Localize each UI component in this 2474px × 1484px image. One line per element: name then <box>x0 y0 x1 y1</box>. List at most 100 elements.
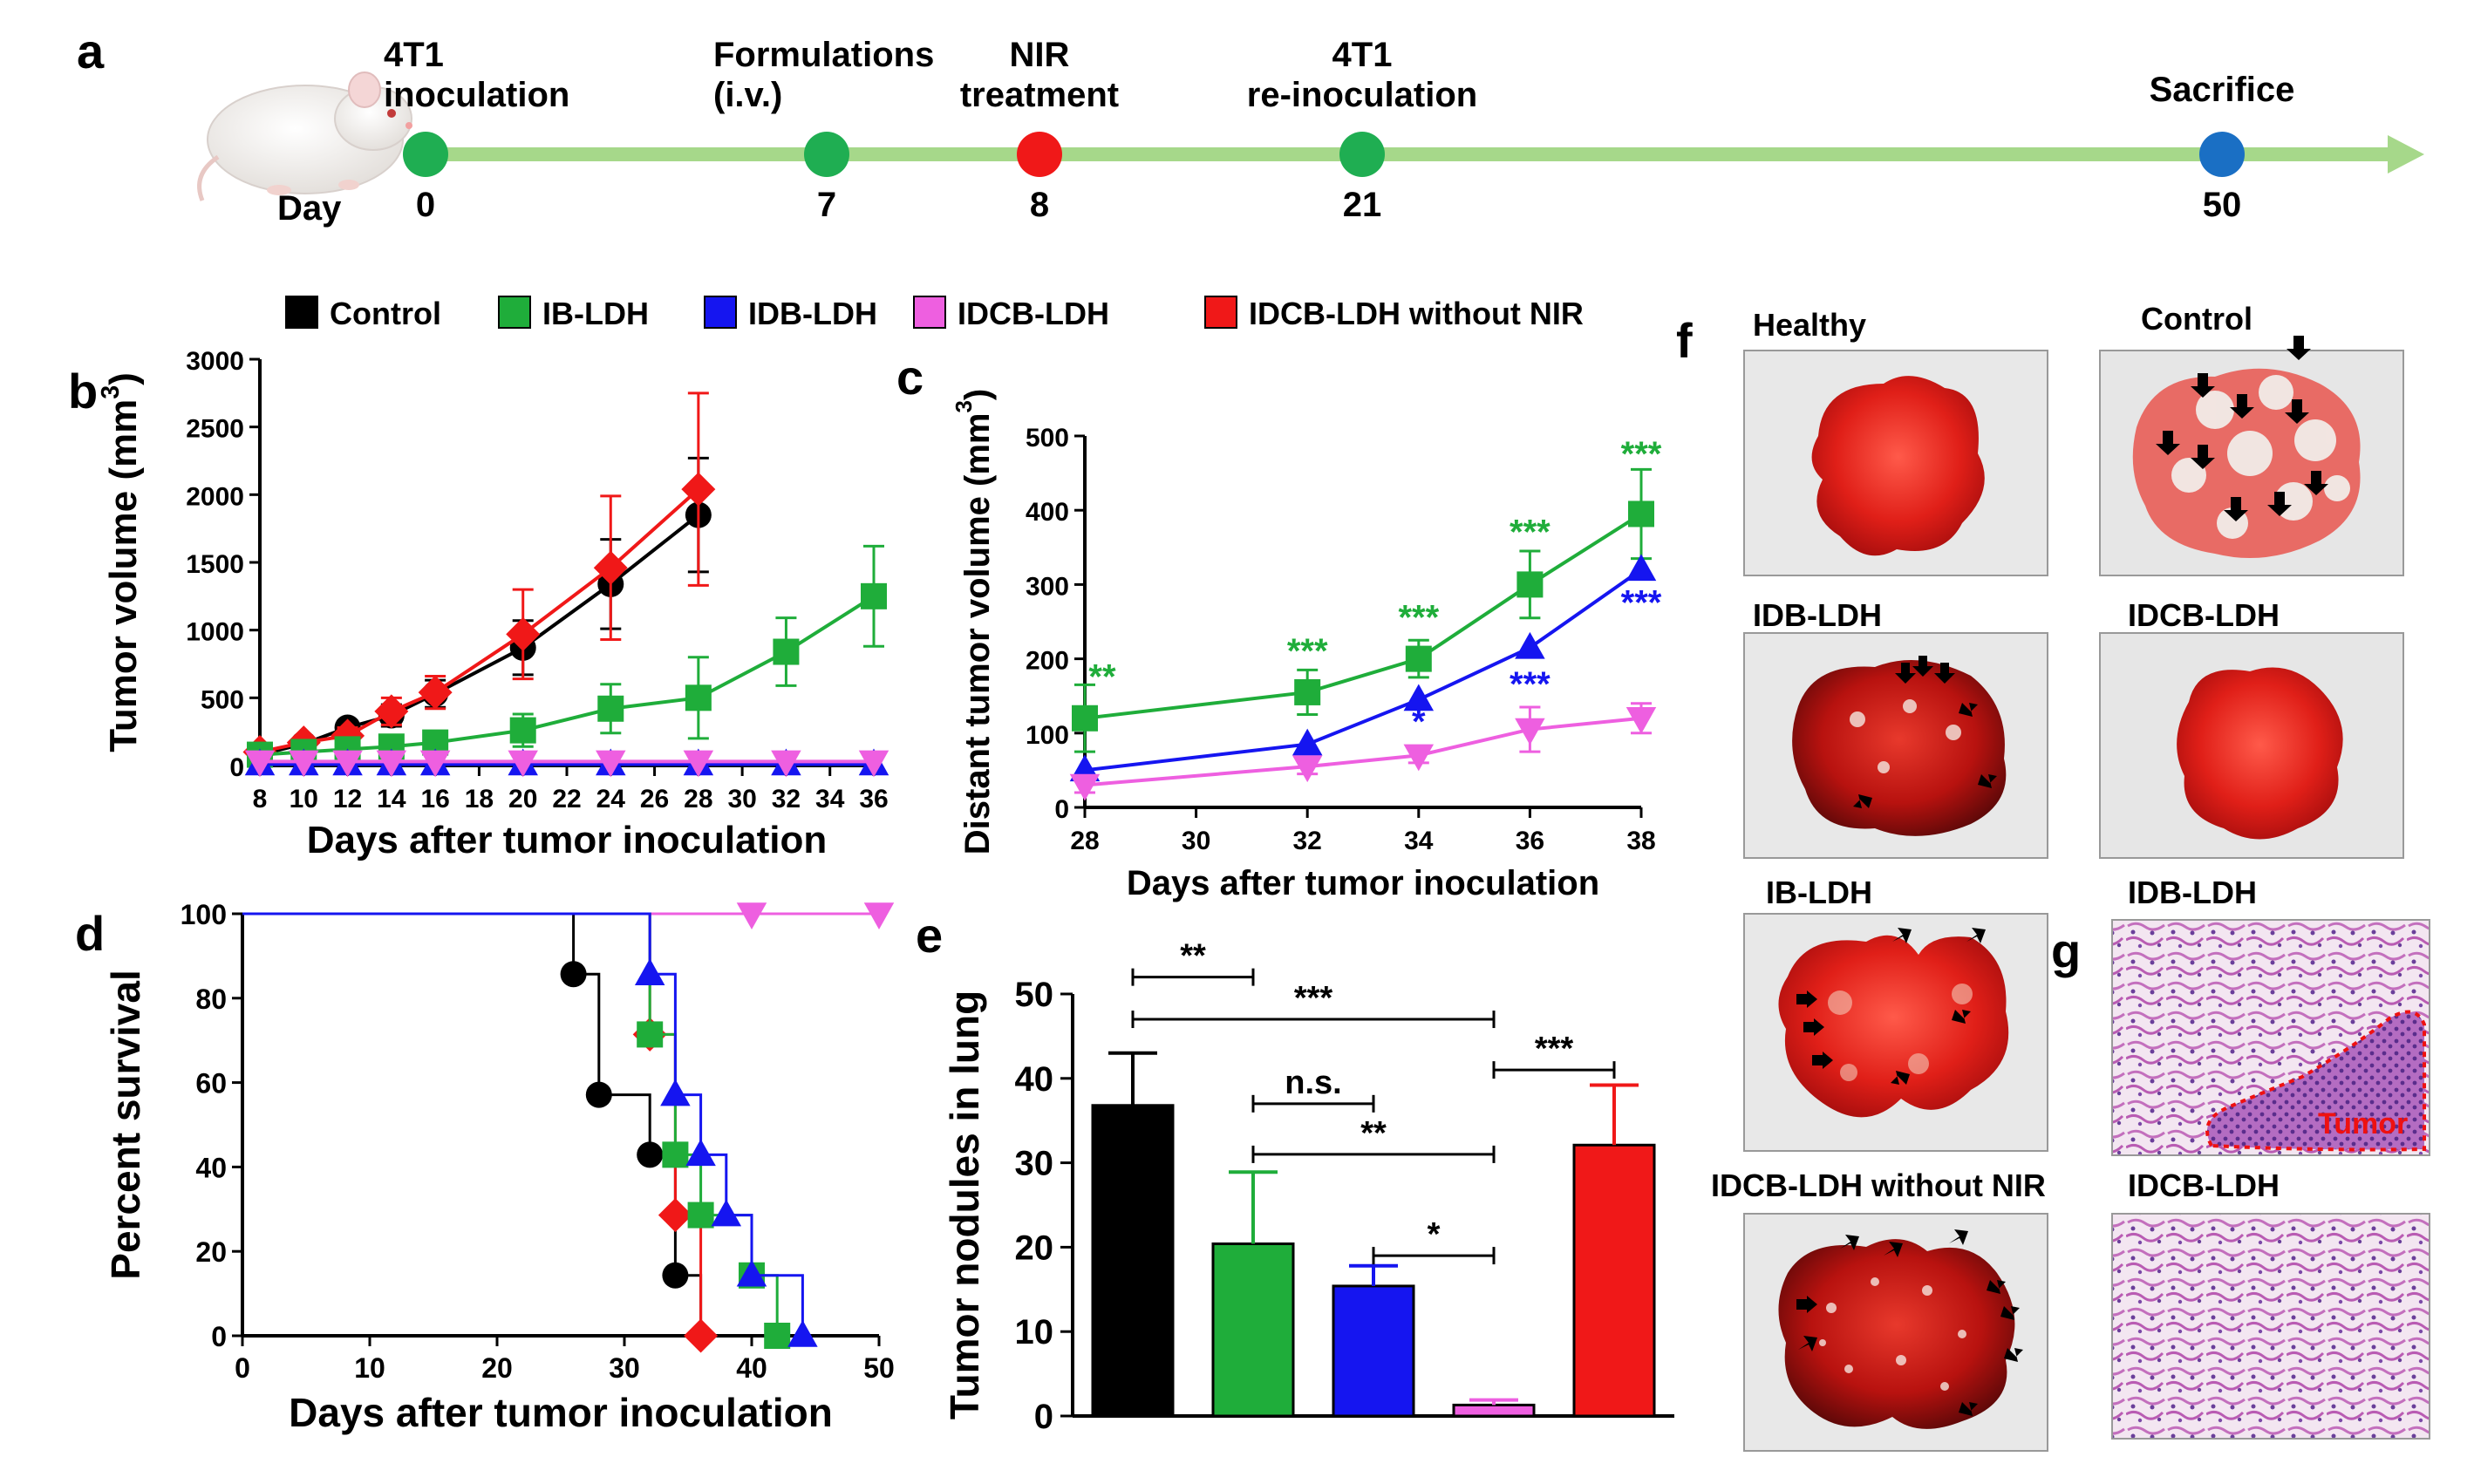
y-tick-label: 2500 <box>186 415 244 444</box>
y-tick-label: 1000 <box>186 618 244 647</box>
x-tick-label: 10 <box>290 785 318 813</box>
series-ib-ldh <box>242 912 791 1349</box>
y-axis-title-main: Percent survival <box>103 970 148 1279</box>
survival-step-line <box>242 912 703 1336</box>
x-tick-label: 0 <box>235 1352 250 1384</box>
legend-swatch-4 <box>1204 296 1237 329</box>
series-idcb-ldh-without-nir <box>242 391 716 769</box>
timeline-label1-4: Sacrifice <box>2150 71 2295 109</box>
lung-idb <box>1792 660 2007 836</box>
data-point <box>1628 500 1654 528</box>
y-tick-label: 3000 <box>186 347 244 376</box>
tumor-region <box>2205 1010 2426 1152</box>
mouse-icon <box>197 71 412 201</box>
legend-swatch-2 <box>704 296 737 329</box>
series-idcb-ldh <box>1069 702 1657 801</box>
data-point <box>858 750 889 778</box>
x-tick-label: 14 <box>377 785 406 813</box>
significance-label: *** <box>1535 1031 1574 1067</box>
data-point <box>773 638 800 665</box>
timeline-day-1: 7 <box>817 186 836 224</box>
data-point <box>244 750 276 778</box>
y-tick-label: 1500 <box>186 550 244 579</box>
timeline-day-3: 21 <box>1343 186 1382 224</box>
timeline-day-2: 8 <box>1030 186 1049 224</box>
timeline-dot-4 <box>2199 132 2245 177</box>
timeline-dot-3 <box>1339 132 1385 177</box>
censor-point <box>658 1198 692 1233</box>
histo-image-idcb <box>2111 1213 2430 1440</box>
censor-point <box>585 1081 612 1108</box>
data-point <box>1516 571 1544 598</box>
data-point <box>419 750 451 778</box>
series-idb-ldh <box>1069 554 1657 782</box>
nodule-arrows-idcb-nonir <box>1796 1229 2023 1416</box>
y-tick-label: 20 <box>1015 1229 1054 1267</box>
panel-letter-c: c <box>896 350 923 405</box>
significance-label: * <box>1412 703 1426 741</box>
x-tick-label: 32 <box>772 785 801 813</box>
y-tick-label: 300 <box>1026 572 1069 601</box>
data-point <box>332 750 363 778</box>
data-point <box>596 750 626 778</box>
significance-label: *** <box>1294 980 1333 1017</box>
x-tick-label: 36 <box>1516 827 1544 855</box>
significance-label: *** <box>1621 583 1662 622</box>
censor-point <box>560 961 587 988</box>
photo-label-ib: IB-LDH <box>1766 875 1872 910</box>
x-axis-title: Days after tumor inoculation <box>307 819 828 861</box>
histo-label-idcb: IDCB-LDH <box>2128 1167 2280 1203</box>
data-point <box>1403 744 1435 772</box>
y-tick-label: 80 <box>195 984 227 1015</box>
data-point <box>681 472 716 507</box>
data-point <box>1625 554 1657 582</box>
series-line <box>259 595 876 757</box>
censor-point <box>637 1021 664 1048</box>
y-tick-label: 100 <box>181 899 227 930</box>
photo-label-idb: IDB-LDH <box>1753 597 1882 633</box>
data-point <box>1072 705 1098 732</box>
censor-point <box>863 902 895 929</box>
y-tick-label: 500 <box>1026 424 1069 453</box>
data-point <box>685 684 712 711</box>
y-tick-label: 10 <box>1015 1313 1054 1351</box>
panel-letter-g: g <box>2051 923 2081 978</box>
timeline-label2-1: (i.v.) <box>713 76 782 114</box>
series-line <box>259 487 700 754</box>
timeline-arrowhead <box>2388 135 2424 174</box>
panel-letter-e: e <box>916 908 943 963</box>
data-point <box>1292 728 1323 756</box>
panel-letter-f: f <box>1676 313 1693 368</box>
survival-step-line <box>242 912 703 1336</box>
x-tick-label: 28 <box>684 785 712 813</box>
y-tick-label: 500 <box>201 685 244 714</box>
x-tick-label: 32 <box>1293 827 1322 855</box>
x-tick-label: 34 <box>1404 827 1434 855</box>
bar-3 <box>1452 1403 1536 1418</box>
histo-label-idb: IDB-LDH <box>2128 875 2257 910</box>
x-tick-label: 18 <box>465 785 494 813</box>
censor-point <box>637 1141 664 1168</box>
photo-label-idcb: IDCB-LDH <box>2128 597 2280 633</box>
y-axis-title: Distant tumor volume (mm3) <box>951 389 997 855</box>
significance-label: ** <box>1180 938 1206 975</box>
data-point <box>1069 773 1101 801</box>
significance-label: *** <box>1621 435 1662 473</box>
y-tick-label: 200 <box>1026 647 1069 676</box>
x-tick-label: 10 <box>354 1352 385 1384</box>
panel-letter-a: a <box>77 24 105 78</box>
data-point <box>597 695 624 722</box>
censor-point <box>634 958 665 985</box>
panel-g-histology: IDB-LDH IDCB-LDH Tumor <box>2111 875 2430 1440</box>
y-tick-label: 0 <box>211 1321 227 1352</box>
y-tick-label: 0 <box>1034 1398 1053 1436</box>
y-tick-label: 400 <box>1026 498 1069 527</box>
y-tick-label: 100 <box>1026 721 1069 750</box>
significance-label: *** <box>1510 665 1551 704</box>
lung-idcb-nonir <box>1778 1239 2015 1429</box>
series-idcb-ldh <box>242 902 895 929</box>
y-axis-title: Tumor volume (mm3) <box>97 372 145 752</box>
x-tick-label: 20 <box>508 785 537 813</box>
timeline-panel: Day 04T1inoculation7Formulations(i.v.)8N… <box>197 36 2424 228</box>
